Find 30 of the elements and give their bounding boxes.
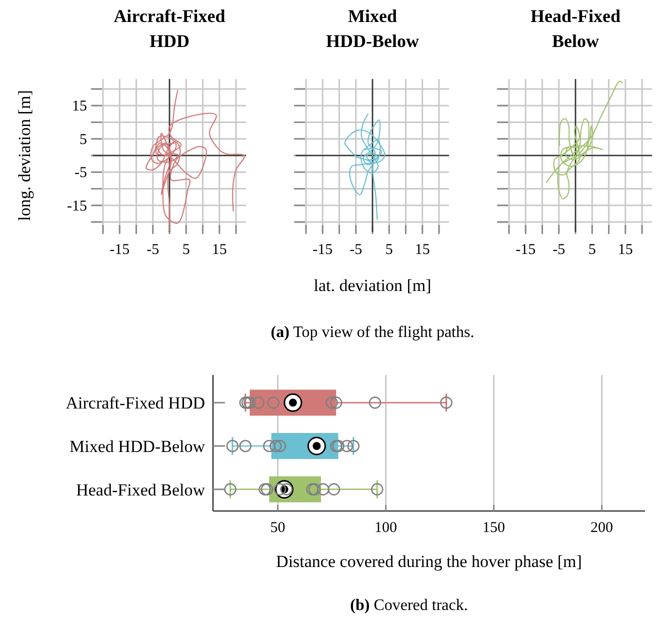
x-tick-label: 15 <box>414 242 430 258</box>
x-axis-title: lat. deviation [m] <box>314 276 432 295</box>
x-axis-title: Distance covered during the hover phase [m] <box>276 552 582 571</box>
x-tick-label: -15 <box>312 242 333 258</box>
x-tick-label: -15 <box>110 242 130 258</box>
y-axis-title: long. deviation [m] <box>15 90 34 221</box>
x-tick-label: 200 <box>590 520 614 536</box>
x-tick-label: 15 <box>212 242 227 258</box>
x-tick-label: 100 <box>374 520 398 536</box>
x-tick-label: -5 <box>350 242 362 258</box>
y-tick-label: Mixed HDD-Below <box>69 437 206 456</box>
chart-title: Mixed HDD-Below <box>326 6 419 51</box>
x-tick-label: -5 <box>552 242 566 258</box>
y-tick-label: Aircraft-Fixed HDD <box>66 394 205 413</box>
x-tick-label: 50 <box>270 520 286 536</box>
y-tick-label: -15 <box>67 198 87 214</box>
chart-title: Head-Fixed Below <box>530 6 620 51</box>
y-tick-label: -5 <box>74 165 87 182</box>
x-tick-label: 5 <box>588 242 596 258</box>
x-tick-label: -5 <box>146 242 160 258</box>
x-tick-label: 15 <box>618 242 633 258</box>
text: (a) Top view of the flight paths. <box>270 324 474 341</box>
y-tick-label: 5 <box>80 132 87 148</box>
y-tick-label: 15 <box>72 98 87 115</box>
text: (b) Covered track. <box>350 597 468 614</box>
x-tick-label: 150 <box>482 520 506 536</box>
x-tick-label: 5 <box>385 242 393 258</box>
x-tick-label: -15 <box>516 242 536 258</box>
y-tick-label: Head-Fixed Below <box>76 480 206 500</box>
x-tick-label: 5 <box>182 242 190 258</box>
